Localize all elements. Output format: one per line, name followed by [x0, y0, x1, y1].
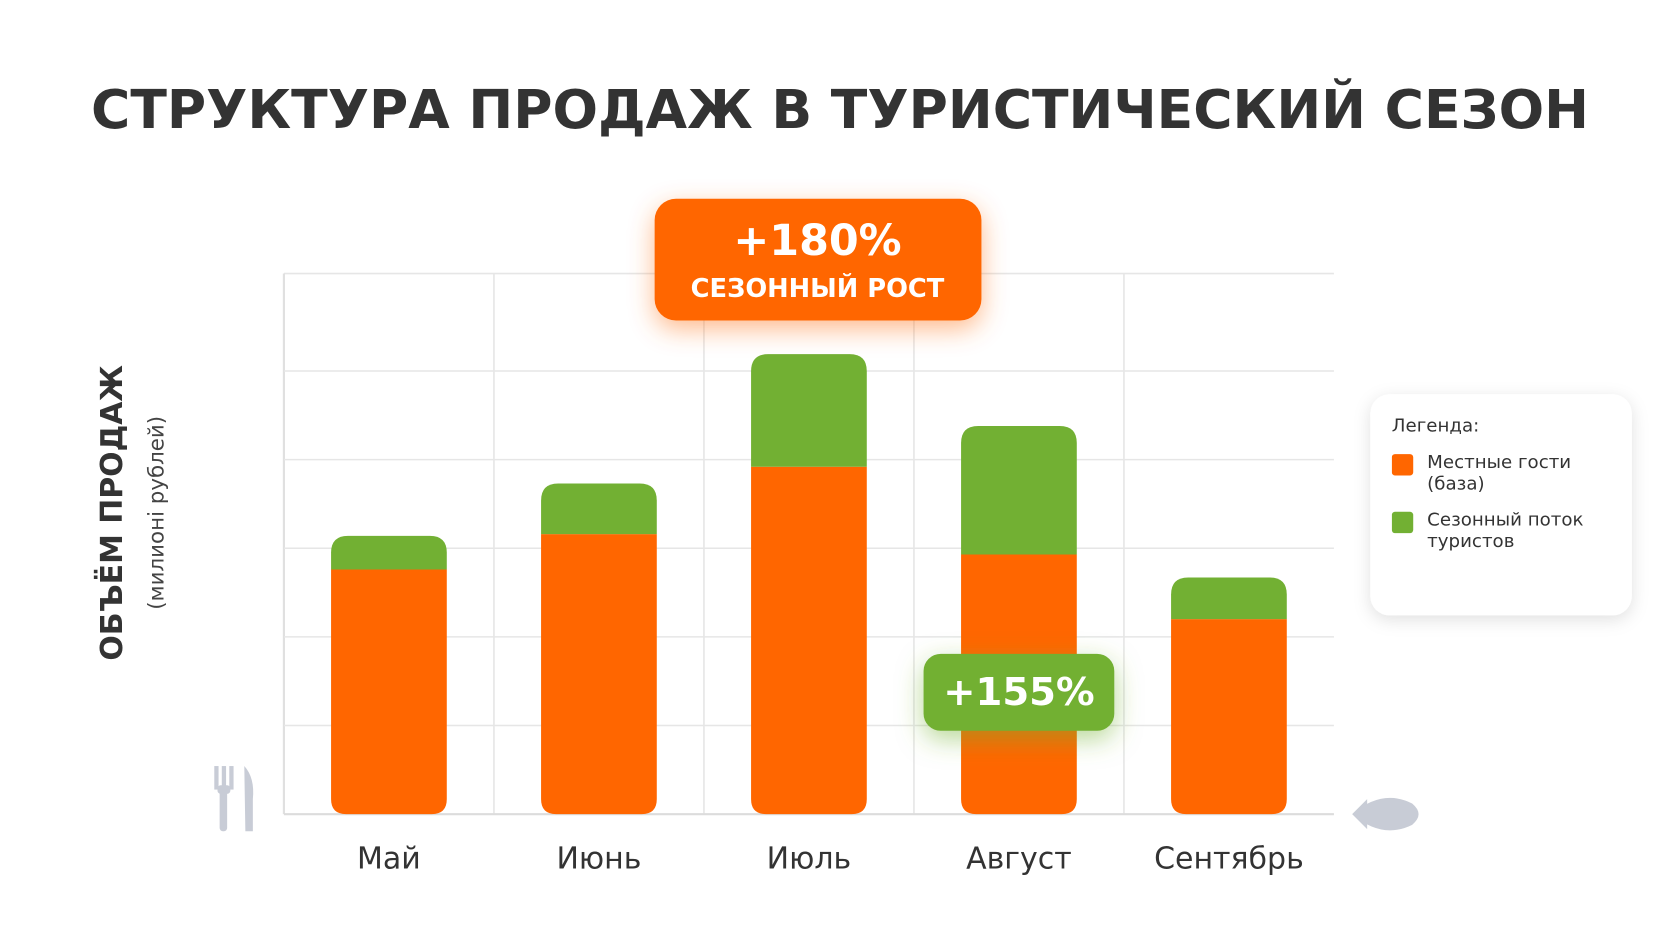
- bar-segment: [541, 534, 657, 815]
- bar-segment: [331, 569, 447, 815]
- bar-segment: [541, 483, 657, 535]
- annotation-value: +180%: [733, 216, 901, 266]
- legend-item: Местные гости (база): [1391, 451, 1628, 495]
- annotation-value: +155%: [943, 670, 1094, 715]
- legend-label: Местные гости (база): [1427, 451, 1572, 495]
- chart-title: СТРУКТУРА ПРОДАЖ В ТУРИСТИЧЕСКИЙ СЕЗОН: [91, 78, 1589, 141]
- annotation-subtext: СЕЗОННЫЙ РОСТ: [691, 272, 945, 304]
- legend-title: Легенда:: [1391, 415, 1480, 437]
- bar-segment: [751, 354, 867, 467]
- legend-background: [1370, 394, 1632, 616]
- x-tick-label: Июнь: [556, 842, 641, 877]
- legend-swatch: [1391, 511, 1414, 534]
- fork-icon: [214, 766, 254, 832]
- legend-content: Легенда: Местные гости (база) Сезонный пот…: [1391, 415, 1628, 553]
- legend-swatch: [1391, 454, 1414, 476]
- y-axis-label: ОБЪЁМ ПРОДАЖ: [94, 365, 130, 661]
- legend-item: Сезонный поток туристов: [1391, 509, 1628, 553]
- fish-icon: [1352, 797, 1419, 831]
- x-tick-label: Май: [357, 842, 421, 877]
- x-tick-label: Сентябрь: [1154, 842, 1304, 877]
- bar-segment: [751, 466, 867, 815]
- bar-segment: [1171, 619, 1287, 815]
- legend: Легенда: Местные гости (база) Сезонный пот…: [1391, 415, 1628, 553]
- legend-label: Сезонный поток туристов: [1427, 509, 1584, 553]
- bar-segment: [331, 535, 447, 570]
- annotation-box: [654, 198, 982, 321]
- x-tick-label: Август: [966, 842, 1072, 877]
- y-axis-sublabel: (милионі рублей): [144, 416, 169, 610]
- annotation-box: [923, 653, 1115, 731]
- x-tick-label: Июль: [767, 842, 851, 877]
- bar-segment: [961, 425, 1077, 555]
- bar-segment: [1171, 577, 1287, 620]
